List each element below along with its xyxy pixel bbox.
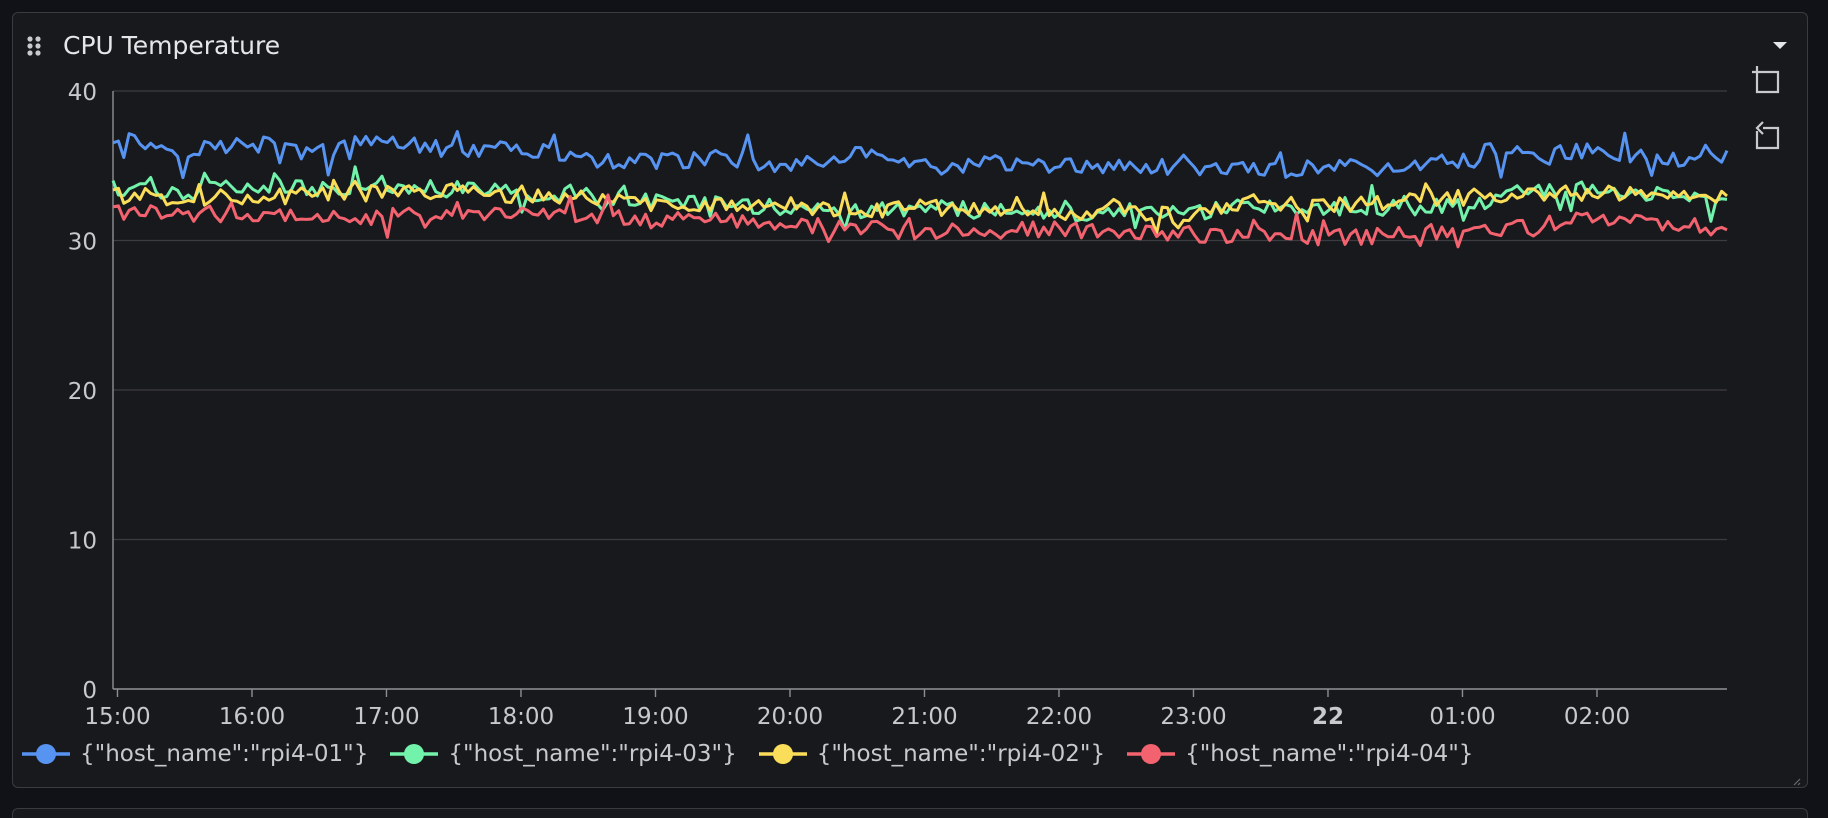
y-tick-label: 20 xyxy=(68,379,97,405)
legend-label: {"host_name":"rpi4-01"} xyxy=(80,741,369,767)
legend-swatch-icon xyxy=(1127,744,1176,764)
x-tick-label: 19:00 xyxy=(622,704,688,730)
x-tick-label: 16:00 xyxy=(219,704,285,730)
zoom-reset-icon[interactable] xyxy=(1748,118,1782,152)
legend-label: {"host_name":"rpi4-03"} xyxy=(448,741,737,767)
legend-label: {"host_name":"rpi4-02"} xyxy=(816,741,1106,767)
x-tick-label: 17:00 xyxy=(353,704,419,730)
x-tick-label: 20:00 xyxy=(757,704,823,730)
x-tick-label: 23:00 xyxy=(1160,704,1226,730)
series-line-3 xyxy=(112,178,1728,235)
series-line-4 xyxy=(112,193,1728,249)
x-tick-label: 01:00 xyxy=(1429,704,1495,730)
y-tick-label: 10 xyxy=(68,529,97,555)
series-line-2 xyxy=(111,165,1728,231)
legend-label: {"host_name":"rpi4-04"} xyxy=(1185,741,1474,767)
legend-swatch-icon xyxy=(758,744,807,764)
next-panel-edge xyxy=(12,808,1808,818)
x-tick-label: 18:00 xyxy=(488,704,554,730)
panel: CPU Temperature xyxy=(12,12,1808,788)
panel-title: CPU Temperature xyxy=(63,31,281,60)
legend-item[interactable]: {"host_name":"rpi4-02"} xyxy=(757,740,1105,768)
chevron-down-icon[interactable] xyxy=(1769,37,1791,53)
legend-swatch-icon xyxy=(22,744,70,764)
legend-swatch-icon xyxy=(390,744,439,764)
chart-legend: {"host_name":"rpi4-01"} {"host_name":"rpi… xyxy=(20,736,1493,772)
resize-grip-icon[interactable] xyxy=(1791,771,1801,786)
legend-item[interactable]: {"host_name":"rpi4-01"} xyxy=(20,740,368,768)
drag-handle-icon[interactable] xyxy=(25,33,45,59)
chart-axes: 0 10 20 30 40 15:00 16:00 17:00 18:00 19:00 20:00 2… xyxy=(68,80,1727,730)
y-tick-label: 0 xyxy=(82,678,97,704)
series-line-1 xyxy=(112,130,1729,180)
y-tick-label: 30 xyxy=(68,230,97,256)
y-tick-label: 40 xyxy=(68,80,97,106)
x-tick-label: 22 xyxy=(1312,704,1344,730)
legend-item[interactable]: {"host_name":"rpi4-03"} xyxy=(388,740,737,768)
x-tick-label: 21:00 xyxy=(891,704,957,730)
chart-series xyxy=(111,130,1729,249)
x-tick-label: 15:00 xyxy=(84,704,150,730)
x-tick-label: 02:00 xyxy=(1564,704,1630,730)
legend-item[interactable]: {"host_name":"rpi4-04"} xyxy=(1125,740,1473,768)
zoom-in-icon[interactable] xyxy=(1748,62,1782,96)
x-tick-label: 22:00 xyxy=(1026,704,1092,730)
